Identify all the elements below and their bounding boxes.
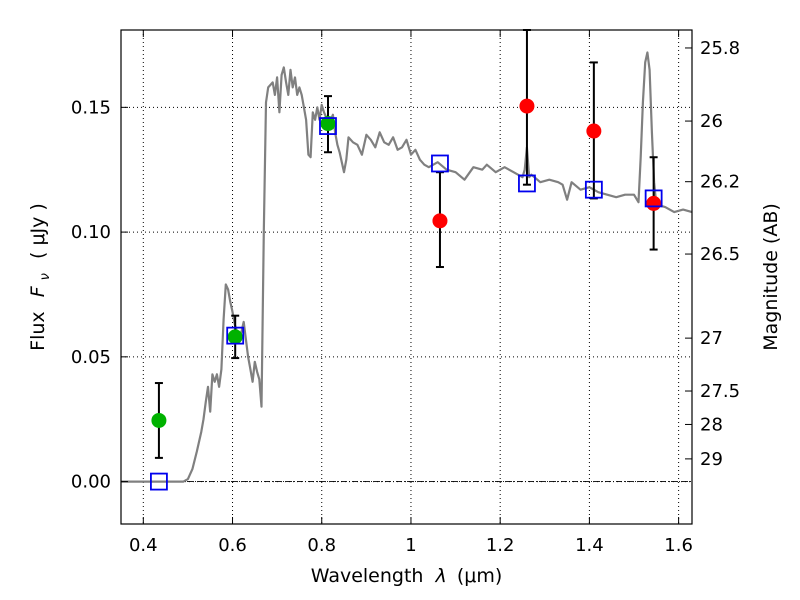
magnitude-tick-label: 27 — [700, 328, 723, 349]
tick-labels: 0.4 0.6 0.8 1 1.2 1.4 1.6 0.00 0.05 0.10 0.15 25.8 2… — [71, 38, 740, 556]
y-axis-label-prefix: Flux — [27, 311, 49, 351]
blue-model-point — [150, 472, 168, 491]
y-tick-label: 0.15 — [71, 97, 111, 118]
y-axis-label: Flux F ν ( μJy ) — [27, 203, 54, 351]
x-tick-label: 0.4 — [129, 535, 158, 556]
blue-model-point — [226, 326, 245, 345]
red-data-point — [519, 98, 535, 114]
blue-model-point — [518, 174, 536, 193]
magnitude-tick-label: 27.5 — [700, 381, 740, 402]
x-tick-label: 1.2 — [486, 535, 515, 556]
model-spectrum — [121, 51, 693, 483]
magnitude-tick-label: 26.2 — [700, 172, 740, 193]
y-axis-label-unit: ( μJy ) — [27, 203, 49, 259]
y-tick-label: 0.00 — [71, 472, 111, 493]
green-data-point — [320, 116, 336, 132]
y-tick-label: 0.10 — [71, 222, 111, 243]
green-data-point — [151, 412, 167, 428]
model-spectrum-line — [121, 51, 693, 483]
magnitude-tick-label: 28 — [700, 414, 723, 435]
y-axis-label-subscript: ν — [38, 273, 53, 280]
magnitude-axis-label: Magnitude (AB) — [760, 203, 782, 351]
x-tick-label: 0.8 — [307, 535, 336, 556]
x-tick-label: 1.6 — [664, 535, 693, 556]
error-bars — [154, 29, 658, 459]
red-data-point — [432, 213, 448, 229]
x-tick-label: 0.6 — [218, 535, 247, 556]
magnitude-tick-label: 26 — [700, 111, 723, 132]
red-data-point — [586, 123, 602, 139]
y-tick-label: 0.05 — [71, 347, 111, 368]
blue-model-point — [319, 117, 337, 135]
plot-frame — [120, 29, 693, 525]
x-axis-label-prefix: Wavelength — [311, 565, 424, 587]
magnitude-tick-label: 25.8 — [700, 38, 740, 59]
x-axis-label-symbol: λ — [435, 565, 447, 587]
blue-model-point — [644, 189, 663, 208]
red-data-point — [646, 195, 662, 211]
x-tick-label: 1 — [405, 535, 416, 556]
magnitude-tick-label: 26.5 — [700, 244, 740, 265]
blue-model-point — [584, 180, 603, 199]
grid — [121, 30, 692, 524]
y-axis-label-symbol: F — [27, 285, 49, 297]
axis-ticks — [121, 30, 692, 524]
x-axis-label-unit: (μm) — [457, 565, 502, 587]
x-axis-label: Wavelength λ (μm) — [311, 565, 502, 587]
magnitude-tick-label: 29 — [700, 449, 723, 470]
x-tick-label: 1.4 — [575, 535, 604, 556]
data-markers — [150, 98, 663, 491]
green-data-point — [227, 329, 243, 345]
blue-model-point — [431, 154, 449, 173]
